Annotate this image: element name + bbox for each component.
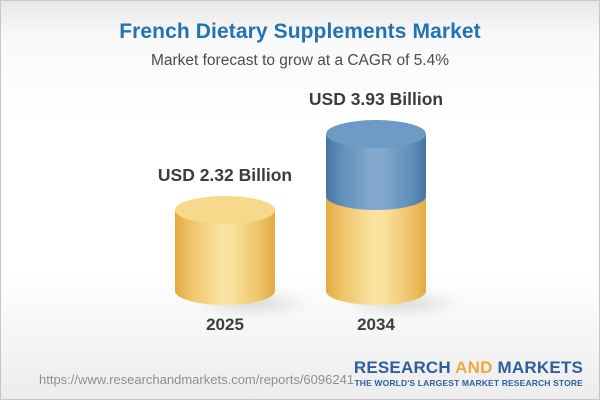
- bar-2034-value-label: USD 3.93 Billion: [308, 89, 444, 110]
- bar-2025-top-ellipse: [175, 195, 275, 224]
- bar-2034-top-ellipse: [326, 120, 426, 149]
- logo-wordmark: RESEARCH AND MARKETS: [354, 359, 583, 376]
- logo-word: AND: [455, 358, 493, 377]
- logo-word: RESEARCH: [353, 358, 456, 377]
- research-and-markets-logo: RESEARCH AND MARKETS THE WORLD'S LARGEST…: [354, 359, 583, 388]
- bar-2025-value-label: USD 2.32 Billion: [157, 164, 293, 185]
- logo-tagline: THE WORLD'S LARGEST MARKET RESEARCH STOR…: [354, 378, 583, 388]
- bar-2025-year-label: 2025: [206, 315, 244, 334]
- bar-2034-segment-base-2025-level: [326, 195, 426, 305]
- bar-2034-year-label: 2034: [357, 315, 395, 334]
- logo-word: MARKETS: [492, 358, 583, 377]
- chart-subtitle: Market forecast to grow at a CAGR of 5.4…: [150, 52, 450, 69]
- bar-2025-segment-market-value: [175, 209, 275, 305]
- report-url: https://www.researchandmarkets.com/repor…: [39, 372, 355, 387]
- chart-title: French Dietary Supplements Market: [119, 20, 481, 43]
